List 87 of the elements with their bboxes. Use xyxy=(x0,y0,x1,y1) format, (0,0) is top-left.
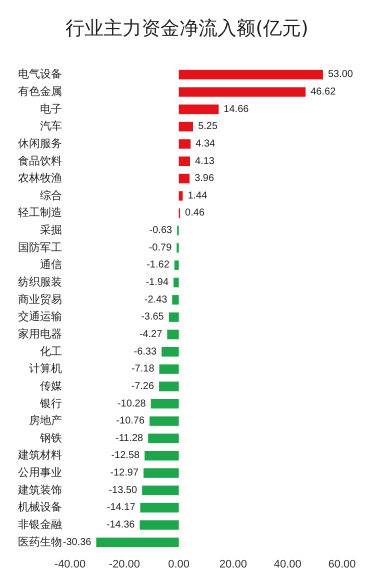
bar xyxy=(150,399,179,409)
y-tick-label: 综合 xyxy=(40,188,62,202)
y-tick-label: 通信 xyxy=(40,258,62,272)
data-label: -10.28 xyxy=(117,398,146,410)
bar xyxy=(150,416,179,426)
y-tick-label: 钢铁 xyxy=(39,432,62,444)
data-label: -12.58 xyxy=(111,450,140,462)
y-tick-label: 国防军工 xyxy=(18,240,62,254)
data-label: 4.13 xyxy=(195,156,215,167)
y-tick-label: 银行 xyxy=(39,398,62,410)
y-tick-label: 非银金融 xyxy=(18,518,62,532)
x-tick-label: -40.00 xyxy=(54,558,86,570)
bar xyxy=(178,156,190,166)
bar xyxy=(140,520,179,530)
x-tick-label: 60.00 xyxy=(328,558,356,570)
data-label: 14.66 xyxy=(224,104,250,115)
bar xyxy=(178,122,194,132)
bar xyxy=(178,104,219,114)
bar xyxy=(144,468,179,478)
data-label: 0.46 xyxy=(185,208,205,219)
data-label: -13.50 xyxy=(108,484,138,496)
y-tick-label: 建筑材料 xyxy=(17,448,62,462)
data-label: -2.43 xyxy=(144,294,168,306)
bar xyxy=(172,295,179,305)
y-tick-label: 电气设备 xyxy=(18,68,62,81)
y-tick-label: 家用电器 xyxy=(18,327,62,340)
bar xyxy=(167,330,179,340)
y-tick-label: 商业贸易 xyxy=(18,292,62,306)
y-tick-label: 轻工制造 xyxy=(18,206,62,220)
data-label: 1.44 xyxy=(188,190,208,202)
bar xyxy=(159,382,179,392)
data-label: -4.27 xyxy=(139,328,163,340)
data-label: -3.65 xyxy=(141,312,164,323)
bar xyxy=(159,364,179,374)
y-tick-label: 机械设备 xyxy=(18,500,62,514)
y-tick-label: 有色金属 xyxy=(18,86,62,98)
data-label: 53.00 xyxy=(328,69,354,80)
bar xyxy=(174,278,179,288)
bar xyxy=(178,139,191,149)
data-label: -0.63 xyxy=(149,225,173,236)
y-tick-label: 医药生物 xyxy=(18,535,62,548)
y-tick-label: 建筑装饰 xyxy=(17,483,62,496)
bar xyxy=(162,347,179,357)
data-label: -7.18 xyxy=(131,364,155,375)
y-tick-label: 化工 xyxy=(40,346,62,358)
data-label: -0.79 xyxy=(148,242,172,254)
x-tick-label: 0.00 xyxy=(168,558,190,570)
x-tick-label: 20.00 xyxy=(219,558,247,570)
data-label: -12.97 xyxy=(110,468,139,479)
y-tick-label: 采掘 xyxy=(40,224,62,237)
y-tick-label: 农林牧渔 xyxy=(18,172,62,185)
data-label: -6.33 xyxy=(134,346,158,358)
bar xyxy=(142,486,179,496)
data-label: 5.25 xyxy=(198,121,218,132)
data-label: -14.17 xyxy=(106,502,136,514)
bar xyxy=(178,174,190,184)
chart-title: 行业主力资金净流入额(亿元) xyxy=(66,18,308,40)
y-tick-label: 休闲服务 xyxy=(18,138,62,150)
y-tick-label: 房地产 xyxy=(29,414,62,428)
bar xyxy=(148,434,179,444)
x-tick-label: -20.00 xyxy=(108,558,140,570)
y-tick-label: 电子 xyxy=(40,102,62,116)
y-tick-label: 交通运输 xyxy=(18,310,62,324)
y-tick-label: 食品饮料 xyxy=(18,154,62,168)
data-label: -1.94 xyxy=(146,277,169,288)
bar xyxy=(174,260,179,270)
data-label: -11.28 xyxy=(115,432,144,444)
bar xyxy=(178,70,323,80)
data-label: -10.76 xyxy=(116,416,145,427)
bar xyxy=(178,87,306,97)
data-label: -30.36 xyxy=(62,536,92,548)
data-label: 3.96 xyxy=(194,173,214,184)
bar xyxy=(96,538,179,548)
y-tick-label: 汽车 xyxy=(40,120,62,133)
y-tick-label: 纺织服装 xyxy=(18,276,62,289)
bar xyxy=(144,450,179,460)
y-tick-label: 传媒 xyxy=(40,380,62,392)
data-label: -14.36 xyxy=(106,520,136,531)
bar xyxy=(140,502,179,512)
x-tick-label: 40.00 xyxy=(274,558,302,570)
y-tick-label: 公用事业 xyxy=(18,466,62,480)
data-label: 4.34 xyxy=(196,138,216,150)
data-label: 46.62 xyxy=(310,86,336,98)
bar xyxy=(168,312,179,322)
data-label: -1.62 xyxy=(146,260,170,271)
data-label: -7.26 xyxy=(131,380,154,392)
y-tick-label: 计算机 xyxy=(29,362,62,376)
